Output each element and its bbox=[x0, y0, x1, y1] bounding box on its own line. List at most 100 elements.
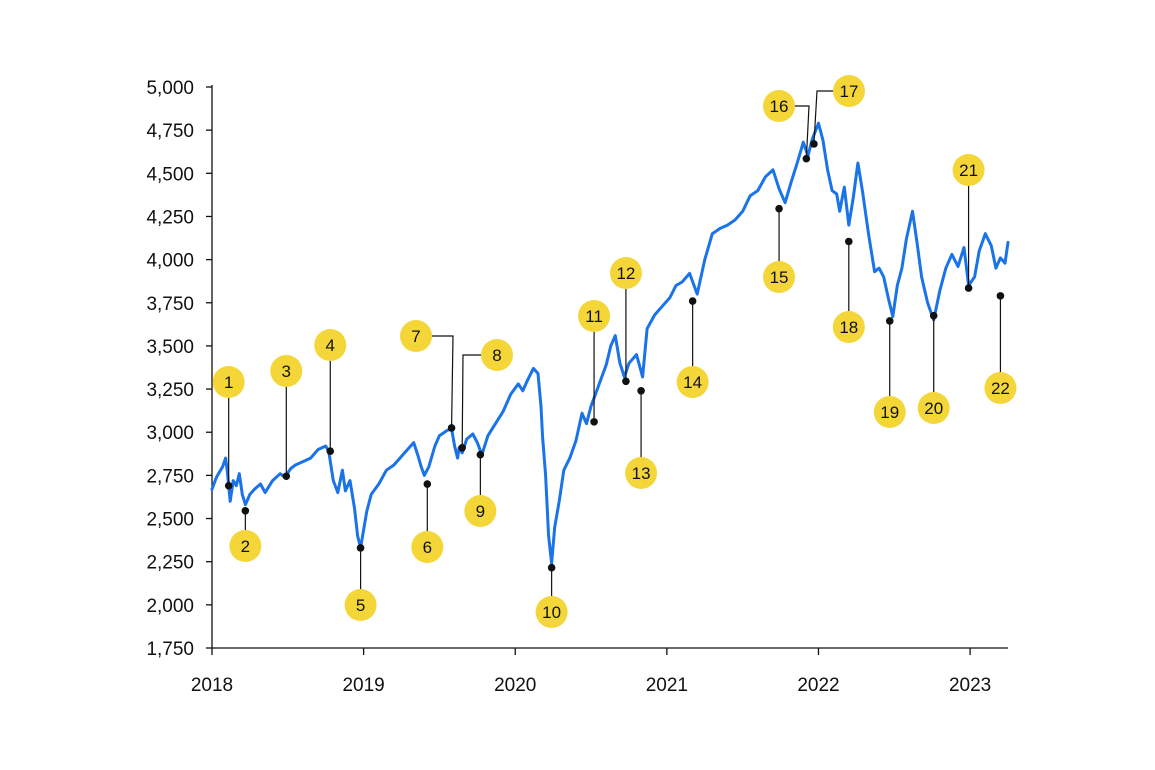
annotation-marker bbox=[802, 154, 811, 163]
annotation-badge bbox=[400, 320, 432, 352]
annotation-marker bbox=[423, 480, 432, 488]
y-tick-label: 4,500 bbox=[146, 164, 194, 185]
annotation-badge-label: 10 bbox=[542, 603, 561, 622]
annotation-marker bbox=[356, 544, 365, 552]
x-tick-label: 2021 bbox=[646, 675, 688, 696]
annotation-badge-label: 5 bbox=[356, 596, 365, 615]
annotation-badge-label: 20 bbox=[924, 399, 943, 418]
annotation-badge bbox=[763, 261, 796, 293]
y-tick-label: 5,000 bbox=[146, 78, 194, 99]
annotation-badge bbox=[676, 366, 709, 398]
annotation-badge bbox=[984, 372, 1017, 404]
x-tick-label: 2022 bbox=[797, 675, 839, 696]
y-tick-label: 4,250 bbox=[146, 207, 194, 228]
x-tick-label: 2018 bbox=[191, 675, 233, 696]
annotation-3: 3 bbox=[270, 355, 303, 481]
y-tick-label: 2,000 bbox=[146, 596, 194, 617]
y-tick-label: 2,500 bbox=[146, 510, 194, 531]
annotation-marker bbox=[326, 447, 335, 456]
annotation-11: 11 bbox=[578, 300, 611, 426]
x-tick-label: 2023 bbox=[949, 675, 991, 696]
annotation-22: 22 bbox=[984, 292, 1017, 404]
annotation-badge bbox=[270, 355, 303, 387]
annotation-marker bbox=[476, 450, 485, 459]
annotation-badge-label: 7 bbox=[411, 327, 420, 346]
y-tick-label: 4,000 bbox=[146, 251, 194, 272]
annotation-2: 2 bbox=[229, 506, 262, 562]
y-tick-label: 2,250 bbox=[146, 553, 194, 574]
annotation-marker bbox=[622, 377, 630, 386]
annotation-badge-label: 3 bbox=[282, 362, 291, 381]
annotation-badge bbox=[411, 531, 444, 563]
annotation-badge-label: 13 bbox=[632, 464, 651, 483]
annotation-badge bbox=[578, 300, 611, 332]
annotation-badge-label: 17 bbox=[840, 82, 859, 101]
annotation-marker bbox=[282, 472, 291, 481]
annotation-badge bbox=[832, 311, 865, 343]
annotation-badge-label: 6 bbox=[423, 538, 432, 557]
x-tick-label: 2019 bbox=[342, 675, 384, 696]
annotation-badge-label: 1 bbox=[224, 373, 233, 392]
annotation-badge bbox=[917, 392, 950, 424]
annotation-badge-label: 16 bbox=[770, 97, 789, 116]
annotation-14: 14 bbox=[676, 297, 709, 398]
annotation-marker bbox=[964, 284, 973, 292]
annotation-badge bbox=[609, 257, 642, 289]
y-tick-label: 4,750 bbox=[146, 121, 194, 142]
annotation-badge bbox=[344, 589, 377, 621]
annotation-badge bbox=[481, 339, 513, 371]
y-tick-label: 1,750 bbox=[146, 639, 194, 660]
annotation-5: 5 bbox=[344, 544, 377, 621]
series-line bbox=[210, 121, 1010, 565]
annotation-badge bbox=[314, 329, 347, 361]
annotation-badge-label: 22 bbox=[991, 379, 1010, 398]
y-axis-ticks: 1,750 2,000 2,250 2,500 2,750 3,000 3,250 3,500… bbox=[146, 78, 212, 660]
annotation-marker bbox=[458, 443, 466, 452]
x-tick-label: 2020 bbox=[494, 675, 536, 696]
annotation-badge bbox=[229, 530, 262, 562]
annotation-marker bbox=[241, 506, 250, 515]
annotation-18: 18 bbox=[832, 237, 865, 343]
annotation-badge bbox=[212, 366, 245, 398]
annotation-badge bbox=[625, 457, 658, 489]
x-axis-ticks: 2018 2019 2020 2021 2022 2023 bbox=[191, 648, 991, 696]
annotation-marker bbox=[224, 481, 233, 490]
annotation-badge bbox=[535, 596, 568, 628]
annotation-marker bbox=[845, 237, 853, 246]
annotation-marker bbox=[547, 563, 556, 572]
y-tick-label: 3,250 bbox=[146, 380, 194, 401]
y-tick-label: 3,750 bbox=[146, 294, 194, 315]
y-tick-label: 3,500 bbox=[146, 337, 194, 358]
annotation-badge-label: 19 bbox=[880, 403, 899, 422]
annotation-6: 6 bbox=[411, 480, 444, 563]
annotation-1: 1 bbox=[212, 366, 245, 490]
annotation-15: 15 bbox=[763, 204, 796, 293]
annotation-marker bbox=[996, 292, 1005, 300]
y-tick-label: 3,000 bbox=[146, 423, 194, 444]
series-layer bbox=[210, 121, 1010, 565]
annotation-7: 7 bbox=[400, 320, 456, 432]
annotation-badge-label: 11 bbox=[585, 307, 603, 326]
annotation-17: 17 bbox=[810, 75, 865, 148]
annotation-badge-label: 4 bbox=[326, 336, 335, 355]
annotation-19: 19 bbox=[873, 317, 906, 428]
annotation-4: 4 bbox=[314, 329, 347, 456]
annotation-marker bbox=[688, 297, 697, 305]
annotation-21: 21 bbox=[952, 154, 985, 292]
annotation-marker bbox=[775, 204, 783, 213]
annotation-badge-label: 12 bbox=[616, 264, 635, 283]
annotation-10: 10 bbox=[535, 563, 568, 628]
annotation-marker bbox=[810, 140, 818, 148]
annotation-badge bbox=[952, 154, 985, 186]
annotation-marker bbox=[637, 387, 645, 395]
annotation-badge-label: 18 bbox=[839, 318, 858, 337]
annotation-badge bbox=[833, 75, 865, 107]
annotation-badge-label: 8 bbox=[492, 346, 501, 365]
annotation-badge-label: 9 bbox=[476, 502, 485, 521]
annotation-badge bbox=[464, 495, 497, 527]
annotation-marker bbox=[885, 317, 894, 325]
annotation-12: 12 bbox=[609, 257, 642, 386]
annotation-20: 20 bbox=[917, 311, 950, 424]
annotation-13: 13 bbox=[625, 387, 658, 489]
